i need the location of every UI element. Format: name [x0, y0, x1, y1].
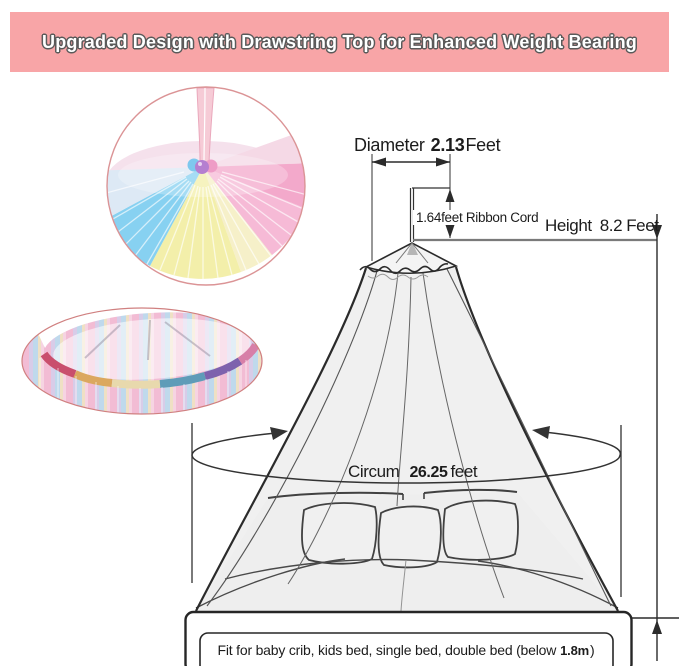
ribbon-cord-dimension: 1.64feet Ribbon Cord	[409, 187, 539, 242]
diameter-arrow-left	[372, 157, 386, 167]
bed-frame: Fit for baby crib, kids bed, single bed,…	[184, 610, 633, 666]
ribbon-seam	[203, 87, 206, 163]
ring-opening	[53, 318, 251, 380]
tulle-strand-texture	[39, 358, 247, 414]
circumference-dimension: Circum 26.25 feet	[191, 423, 622, 597]
bed	[195, 488, 619, 612]
label-backplate	[413, 210, 539, 225]
rotation-arrowhead-left	[270, 427, 288, 440]
height-arrow-down	[652, 225, 662, 239]
circumference-label: Circum 26.25 feet	[348, 462, 478, 481]
rotation-arc-right	[543, 431, 622, 456]
wrapped-hoop	[40, 342, 260, 389]
diameter-dimension: Diameter 2.13Feet	[354, 135, 501, 261]
tulle-highlight	[118, 153, 288, 197]
canopy-ruffle-inner	[367, 273, 429, 280]
fit-note-box	[199, 632, 614, 666]
drawstring-knot	[187, 158, 218, 174]
height-arrow-up	[652, 620, 662, 634]
rotation-arrowhead-right	[532, 426, 550, 439]
diameter-label: Diameter 2.13Feet	[354, 135, 501, 155]
cord-arrow-down	[445, 225, 455, 238]
rotation-arc-left	[191, 432, 277, 456]
net-fill	[196, 267, 618, 611]
canopy-ruffle	[359, 263, 449, 275]
drawstring-top-photo	[106, 86, 306, 286]
top-banner: Upgraded Design with Drawstring Top for …	[10, 12, 669, 72]
blanket-folds	[195, 558, 619, 612]
ribbon-cord-label: 1.64feet Ribbon Cord	[416, 210, 538, 225]
photo-circle-border	[106, 86, 306, 286]
diameter-arrow-right	[436, 157, 450, 167]
net-fold-lines	[287, 272, 505, 599]
banner-text: Upgraded Design with Drawstring Top for …	[42, 31, 637, 52]
peak-cone-folds	[395, 242, 429, 264]
headboard	[267, 488, 518, 500]
net-right-edge	[454, 266, 619, 612]
height-dimension: Height 8.2 Feet	[413, 214, 679, 661]
inner-folds	[84, 319, 211, 361]
net-inner-edges	[206, 268, 612, 607]
cord-arrow-up	[445, 189, 455, 202]
photo-ellipse-border	[21, 307, 263, 415]
hoop-ring-photo	[21, 307, 263, 415]
fit-note-label: Fit for baby crib, kids bed, single bed,…	[218, 642, 595, 658]
peak-apex	[407, 242, 418, 255]
height-label: Height 8.2 Feet	[545, 216, 659, 235]
rotation-ellipse-bottom	[191, 454, 621, 484]
net-left-edge	[195, 267, 368, 612]
canopy-net	[195, 242, 619, 612]
tulle-pleats	[107, 171, 305, 279]
